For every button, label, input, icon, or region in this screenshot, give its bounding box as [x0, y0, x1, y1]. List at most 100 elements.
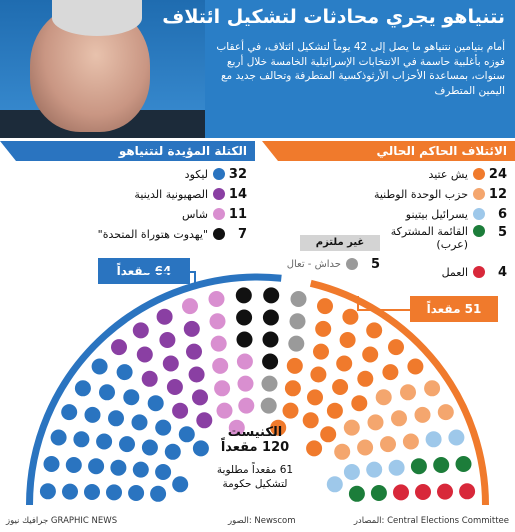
seat-dot [320, 426, 337, 443]
legend-dot [213, 208, 225, 220]
footer-source: المصادر: Central Elections Committee [353, 516, 509, 526]
seat-dot [307, 389, 323, 406]
seat-dot [336, 355, 353, 372]
seat-dot [178, 426, 195, 443]
legend-dot [213, 228, 225, 240]
seat-dot [375, 389, 392, 406]
legend-seats: 12 [488, 186, 507, 202]
legend-seats: 14 [228, 186, 247, 202]
seat-dot [262, 309, 279, 326]
footer-photo-credit: الصور: Newscom [228, 516, 296, 526]
legend-label: العمل [441, 265, 468, 279]
seat-dot [357, 370, 374, 387]
seat-dot [263, 287, 280, 304]
legend-row: 32 ليكود [185, 165, 247, 183]
seat-dot [317, 298, 333, 315]
seat-dot [141, 370, 158, 387]
seat-group [39, 287, 476, 502]
seat-dot [131, 414, 148, 431]
seat-dot [407, 358, 424, 375]
legend-seats: 32 [228, 166, 247, 182]
seat-dot [380, 436, 396, 453]
seat-dot [172, 476, 189, 493]
left-bloc-title: الكتلة المؤيدة لنتنياهو [0, 141, 255, 161]
seat-dot [425, 431, 442, 448]
seat-dot [388, 459, 405, 476]
seat-dot [164, 443, 181, 460]
seat-dot [62, 483, 78, 500]
seat-dot [448, 429, 465, 446]
legend-seats: 6 [497, 206, 507, 222]
seat-dot [289, 313, 306, 330]
seat-dot [351, 395, 368, 412]
seat-dot [208, 291, 225, 307]
seat-dot [357, 439, 374, 456]
legend-dot [213, 188, 225, 200]
seat-dot [123, 389, 140, 406]
seat-dot [310, 366, 327, 383]
legend-label: ليكود [184, 167, 208, 181]
seat-dot [348, 485, 365, 502]
seat-dot [366, 461, 383, 478]
seat-dot [147, 395, 164, 412]
seat-dot [236, 331, 253, 348]
legend-dot [473, 208, 485, 220]
seat-dot [111, 339, 127, 356]
seat-dot [212, 357, 229, 374]
seat-dot [186, 343, 202, 360]
legend-row: 11 شاس [182, 205, 247, 223]
seat-dot [196, 412, 213, 429]
seat-dot [286, 357, 303, 374]
seat-dot [315, 320, 332, 337]
seat-dot [128, 485, 145, 501]
seat-dot [99, 384, 115, 401]
seat-dot [342, 308, 359, 325]
seat-dot [50, 429, 67, 446]
seat-dot [402, 433, 419, 450]
legend-row: 6 يسرائيل بيتينو [406, 205, 507, 223]
majority-note: 61 مقعداً مطلوبة لتشكيل حكومة [216, 464, 294, 490]
seat-dot [159, 332, 176, 348]
legend-label: حزب الوحدة الوطنية [373, 187, 468, 201]
seat-dot [326, 476, 343, 493]
seat-dot [73, 431, 90, 448]
seat-dot [262, 331, 279, 348]
seat-dot [343, 464, 360, 480]
right-bloc-seats-badge: 51 مقعداً [410, 296, 498, 322]
legend-dot [473, 188, 485, 200]
outer-arc-left [26, 273, 282, 506]
seat-dot [214, 380, 231, 397]
seat-dot [141, 439, 158, 456]
chart-center-text: الكنيست 120 مقعداً 61 مقعداً مطلوبة لتشك… [150, 425, 360, 491]
seat-dot [155, 464, 172, 480]
seat-dot [288, 335, 305, 352]
legend-dot [473, 266, 485, 278]
seat-dot [156, 308, 173, 325]
seat-dot [332, 379, 349, 395]
seat-dot [210, 335, 227, 352]
legend-dot [346, 258, 358, 270]
seat-dot [132, 322, 149, 339]
seat-dot [84, 406, 101, 423]
right-bloc-title: الائتلاف الحاكم الحالي [262, 141, 515, 161]
legend-seats: 11 [228, 206, 247, 222]
seat-dot [74, 380, 91, 397]
seat-dot [119, 436, 135, 453]
seat-dot [367, 414, 384, 431]
seat-dot [132, 461, 149, 478]
legend-seats: 5 [497, 225, 507, 240]
seat-dot [228, 419, 245, 436]
seat-dot [302, 412, 319, 429]
seat-dot [334, 443, 351, 460]
legend-seats: 24 [488, 166, 507, 182]
legend-label: "يهدوت هتوراة المتحدة" [97, 227, 208, 241]
seat-dot [236, 353, 253, 370]
legend-row: 24 يش عتيد [428, 165, 507, 183]
seat-dot [209, 313, 226, 330]
legend-row: 5 القائمة المشتركة (عرب) [378, 225, 507, 255]
seat-dot [270, 419, 287, 436]
seat-dot [437, 483, 453, 500]
seat-dot [96, 433, 113, 450]
photo-hair [52, 0, 142, 36]
chart-title: الكنيست [227, 425, 283, 440]
